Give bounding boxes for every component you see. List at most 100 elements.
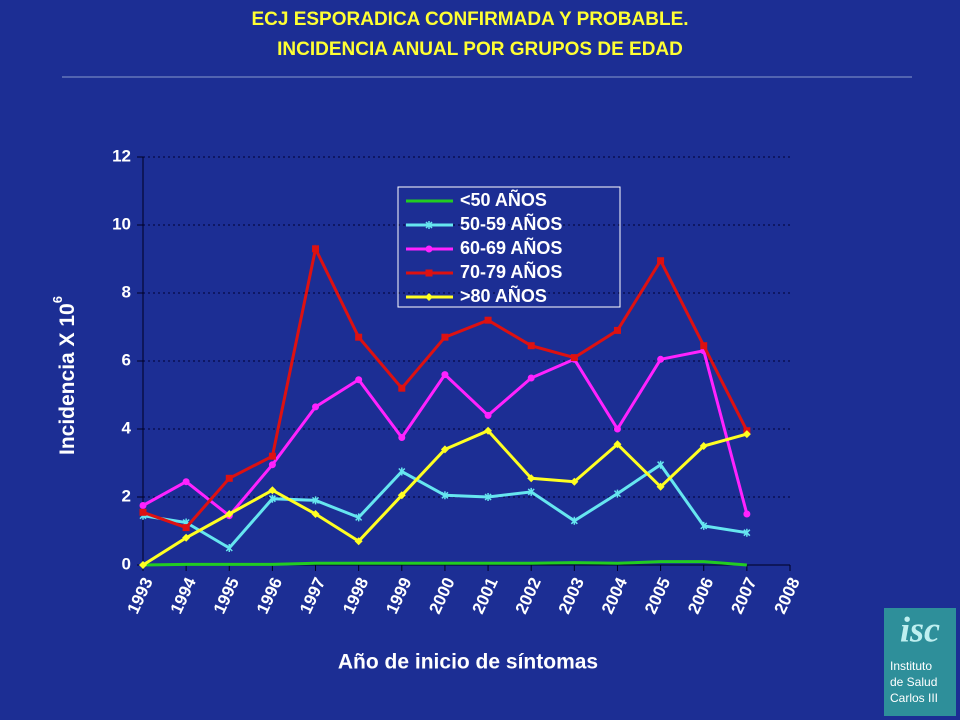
marker (570, 354, 578, 362)
marker (312, 496, 320, 505)
marker (700, 342, 708, 350)
marker (398, 434, 406, 441)
legend-label: 50-59 AÑOS (460, 213, 562, 234)
y-tick-label: 6 (122, 350, 131, 369)
legend-label: <50 AÑOS (460, 189, 547, 210)
marker (613, 440, 622, 449)
y-tick-label: 10 (112, 214, 131, 233)
x-axis-label: Año de inicio de síntomas (338, 651, 598, 674)
x-tick-label: 2001 (469, 575, 502, 617)
y-axis-label: Incidencia X 106 (50, 296, 78, 455)
marker (139, 502, 147, 509)
y-axis-label-text: Incidencia X 10 (56, 303, 79, 455)
marker (484, 316, 492, 324)
legend-box (397, 186, 621, 308)
x-tick-label: 2003 (555, 575, 588, 617)
marker (441, 333, 449, 341)
marker (484, 411, 492, 419)
marker (425, 293, 433, 301)
x-tick-label: 1994 (167, 574, 200, 617)
marker (268, 461, 276, 469)
marker (613, 489, 621, 498)
marker (397, 491, 406, 500)
series-line (142, 560, 747, 567)
y-axis-label-sup: 6 (50, 296, 65, 303)
marker (613, 326, 621, 334)
marker (182, 524, 190, 532)
marker (527, 342, 535, 350)
legend-label: >80 AÑOS (460, 285, 547, 306)
marker (311, 510, 320, 518)
marker (657, 460, 665, 469)
marker (484, 426, 493, 435)
logo-mark: isc (900, 609, 940, 649)
x-tick-label: 1996 (253, 575, 286, 617)
marker (743, 510, 751, 518)
marker (570, 477, 579, 486)
legend-label: 70-79 AÑOS (460, 261, 562, 282)
marker (484, 493, 492, 501)
marker (182, 478, 190, 486)
marker (699, 442, 708, 450)
title-line: INCIDENCIA ANUAL POR GRUPOS DE EDAD (277, 39, 683, 60)
x-tick-label: 1999 (382, 575, 415, 617)
marker (355, 513, 363, 522)
marker (398, 384, 406, 392)
marker (441, 491, 449, 500)
marker (268, 486, 277, 495)
x-tick-label: 2005 (641, 575, 674, 617)
marker (527, 474, 536, 483)
x-tick-label: 2002 (512, 575, 545, 617)
marker (425, 221, 433, 229)
y-tick-label: 2 (122, 486, 131, 505)
marker (657, 257, 665, 265)
marker (441, 371, 449, 379)
y-tick-label: 0 (122, 554, 131, 573)
marker (225, 510, 234, 518)
marker (312, 245, 320, 253)
x-tick-label: 2006 (684, 575, 717, 617)
marker (312, 403, 320, 411)
marker (613, 425, 621, 433)
marker (425, 269, 433, 277)
x-tick-label: 2007 (727, 575, 760, 617)
marker (354, 537, 363, 546)
marker (225, 474, 233, 482)
logo-box (884, 608, 956, 716)
x-tick-label: 2000 (425, 575, 458, 617)
marker (268, 494, 276, 503)
marker (742, 430, 751, 439)
marker (139, 508, 147, 516)
x-tick-label: 1993 (123, 575, 156, 617)
marker (355, 376, 363, 384)
legend-label: 60-69 AÑOS (460, 237, 562, 258)
x-tick-label: 1995 (210, 575, 243, 617)
marker (657, 355, 665, 363)
y-tick-label: 8 (122, 282, 131, 301)
marker (700, 521, 708, 530)
logo: isc Instituto de Salud Carlos III (884, 608, 956, 716)
marker (398, 467, 406, 476)
marker (225, 544, 233, 552)
marker (425, 245, 433, 253)
series-line (142, 244, 749, 530)
x-tick-label: 2008 (770, 575, 803, 617)
x-tick-label: 1997 (296, 575, 329, 617)
logo-text: Carlos III (890, 691, 938, 705)
marker (527, 487, 535, 496)
title-line: ECJ ESPORADICA CONFIRMADA Y PROBABLE. (251, 9, 688, 30)
marker (139, 561, 147, 569)
logo-text: Instituto (890, 659, 932, 673)
marker (182, 533, 191, 542)
marker (570, 516, 578, 525)
marker (743, 528, 751, 537)
y-tick-label: 4 (122, 418, 132, 437)
y-tick-label: 12 (112, 146, 131, 165)
x-tick-label: 1998 (339, 575, 372, 617)
logo-text: de Salud (890, 675, 937, 689)
marker (268, 452, 276, 460)
marker (527, 374, 535, 382)
marker (656, 482, 665, 491)
marker (440, 445, 449, 454)
